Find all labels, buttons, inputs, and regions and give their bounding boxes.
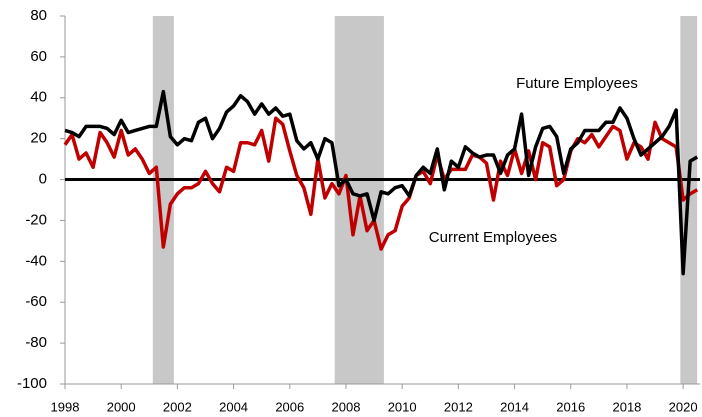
y-tick-label: 80 <box>30 7 47 24</box>
x-tick-label: 2000 <box>107 399 136 414</box>
y-tick-label: 0 <box>39 171 47 188</box>
x-tick-label: 2014 <box>500 399 529 414</box>
series-line <box>63 116 699 251</box>
x-tick-label: 2012 <box>444 399 473 414</box>
y-tick-label: -100 <box>17 375 47 392</box>
y-tick-label: 40 <box>30 89 47 106</box>
y-tick-label: -60 <box>25 293 47 310</box>
y-tick-label: 60 <box>30 48 47 65</box>
x-tick-label: 2002 <box>163 399 192 414</box>
legend-label: Current Employees <box>429 229 557 246</box>
x-tick-label: 2004 <box>219 399 248 414</box>
y-tick-label: -40 <box>25 252 47 269</box>
series-line <box>64 89 699 276</box>
x-tick-label: 2008 <box>332 399 361 414</box>
x-tick-label: 1998 <box>51 399 80 414</box>
recession-shade <box>152 16 174 384</box>
y-tick-label: -80 <box>25 334 47 351</box>
y-tick-label: -20 <box>25 211 47 228</box>
x-tick-label: 2010 <box>388 399 417 414</box>
x-tick-label: 2016 <box>556 399 585 414</box>
x-tick-label: 2018 <box>612 399 641 414</box>
x-tick-label: 2020 <box>669 399 698 414</box>
y-tick-label: 20 <box>30 130 47 147</box>
legend-label: Future Employees <box>516 75 638 92</box>
x-tick-label: 2006 <box>275 399 304 414</box>
